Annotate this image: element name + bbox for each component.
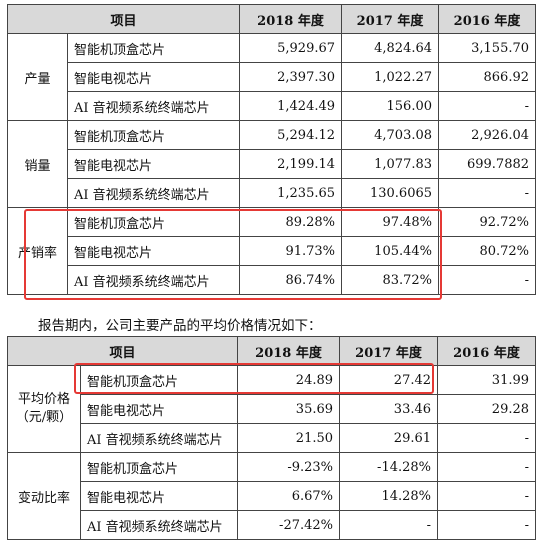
metric-label: 产销率 xyxy=(7,207,68,295)
value-2016: 31.99 xyxy=(437,365,537,395)
product-name: 智能电视芯片 xyxy=(66,62,241,92)
table-row: AI 音视频系统终端芯片 1,235.65 130.6065 - xyxy=(8,178,537,208)
product-name: 智能电视芯片 xyxy=(79,481,239,511)
value-2016: - xyxy=(437,510,537,540)
table-row: AI 音视频系统终端芯片 1,424.49 156.00 - xyxy=(8,91,537,121)
product-name: 智能电视芯片 xyxy=(66,236,241,266)
value-2018: 1,424.49 xyxy=(239,91,343,121)
value-2016: 2,926.04 xyxy=(438,120,537,150)
product-name: AI 音视频系统终端芯片 xyxy=(66,265,241,295)
table-row: 智能电视芯片 6.67% 14.28% - xyxy=(8,481,537,511)
value-2018: 91.73% xyxy=(239,236,343,266)
metric-label: 销量 xyxy=(7,120,68,208)
value-2017: 130.6065 xyxy=(341,178,440,208)
table-row: 平均价格 （元/颗） 智能机顶盒芯片 24.89 27.42 31.99 xyxy=(7,365,537,453)
value-2017: 83.72% xyxy=(341,265,440,295)
table-row: 智能电视芯片 2,199.14 1,077.83 699.7882 xyxy=(8,149,537,179)
value-2018: 86.74% xyxy=(239,265,343,295)
value-2018: 24.89 xyxy=(237,365,341,395)
table-row: 变动比率 智能机顶盒芯片 -9.23% -14.28% - xyxy=(7,452,537,540)
value-2017: 27.42 xyxy=(339,365,439,395)
product-name: 智能机顶盒芯片 xyxy=(66,33,241,63)
value-2018: -9.23% xyxy=(237,452,341,482)
table-row: AI 音视频系统终端芯片 -27.42% - - xyxy=(8,510,537,540)
value-2018: 5,929.67 xyxy=(239,33,343,63)
value-2016: 29.28 xyxy=(437,394,537,424)
value-2016: 3,155.70 xyxy=(438,33,537,63)
metric-label-line2: （元/颗） xyxy=(15,410,73,425)
metric-label: 变动比率 xyxy=(7,452,81,540)
value-2016: 866.92 xyxy=(438,62,537,92)
header-2018: 2018 年度 xyxy=(237,336,341,366)
value-2016: - xyxy=(437,452,537,482)
value-2016: - xyxy=(437,481,537,511)
product-name: AI 音视频系统终端芯片 xyxy=(79,423,239,453)
product-name: 智能机顶盒芯片 xyxy=(66,120,241,150)
header-2016: 2016 年度 xyxy=(437,336,537,366)
table-row: 产销率 智能机顶盒芯片 89.28% 97.48% 92.72% xyxy=(7,207,537,295)
value-2018: 6.67% xyxy=(237,481,341,511)
value-2016: 92.72% xyxy=(438,207,537,237)
header-item: 项目 xyxy=(6,4,241,34)
header-item: 项目 xyxy=(6,336,239,366)
metric-label-line1: 平均价格 xyxy=(17,392,70,407)
value-2017: 14.28% xyxy=(339,481,439,511)
average-price-table: 项目 2018 年度 2017 年度 2016 年度 平均价格 （元/颗） 智能… xyxy=(6,336,537,540)
product-name: 智能机顶盒芯片 xyxy=(66,207,241,237)
table-row: 智能电视芯片 35.69 33.46 29.28 xyxy=(8,394,537,424)
table-row: 智能电视芯片 91.73% 105.44% 80.72% xyxy=(8,236,537,266)
value-2017: -14.28% xyxy=(339,452,439,482)
product-name: AI 音视频系统终端芯片 xyxy=(66,91,241,121)
product-name: AI 音视频系统终端芯片 xyxy=(79,510,239,540)
value-2018: 2,397.30 xyxy=(239,62,343,92)
value-2017: - xyxy=(339,510,439,540)
value-2017: 1,022.27 xyxy=(341,62,440,92)
value-2016: 80.72% xyxy=(438,236,537,266)
product-name: 智能机顶盒芯片 xyxy=(79,452,239,482)
header-2017: 2017 年度 xyxy=(339,336,439,366)
product-name: AI 音视频系统终端芯片 xyxy=(66,178,241,208)
table-header-row: 项目 2018 年度 2017 年度 2016 年度 xyxy=(6,4,537,34)
product-name: 智能电视芯片 xyxy=(66,149,241,179)
value-2018: 2,199.14 xyxy=(239,149,343,179)
product-name: 智能机顶盒芯片 xyxy=(79,365,239,395)
value-2017: 1,077.83 xyxy=(341,149,440,179)
metric-label: 产量 xyxy=(7,33,68,121)
value-2017: 29.61 xyxy=(339,423,439,453)
product-name: 智能电视芯片 xyxy=(79,394,239,424)
intro-sentence: 报告期内，公司主要产品的平均价格情况如下： xyxy=(38,318,322,334)
value-2017: 97.48% xyxy=(341,207,440,237)
value-2017: 4,703.08 xyxy=(341,120,440,150)
table-row: AI 音视频系统终端芯片 21.50 29.61 - xyxy=(8,423,537,453)
value-2016: - xyxy=(438,265,537,295)
value-2018: 5,294.12 xyxy=(239,120,343,150)
production-sales-table: 项目 2018 年度 2017 年度 2016 年度 产量 智能机顶盒芯片 5,… xyxy=(6,4,537,295)
value-2017: 105.44% xyxy=(341,236,440,266)
value-2017: 156.00 xyxy=(341,91,440,121)
value-2016: - xyxy=(438,178,537,208)
value-2017: 33.46 xyxy=(339,394,439,424)
value-2018: 89.28% xyxy=(239,207,343,237)
table-row: 销量 智能机顶盒芯片 5,294.12 4,703.08 2,926.04 xyxy=(7,120,537,208)
value-2018: 1,235.65 xyxy=(239,178,343,208)
header-2016: 2016 年度 xyxy=(438,4,537,34)
header-2017: 2017 年度 xyxy=(341,4,440,34)
value-2016: - xyxy=(437,423,537,453)
value-2016: - xyxy=(438,91,537,121)
value-2018: 35.69 xyxy=(237,394,341,424)
table-row: 产量 智能机顶盒芯片 5,929.67 4,824.64 3,155.70 xyxy=(7,33,537,121)
value-2017: 4,824.64 xyxy=(341,33,440,63)
metric-label: 平均价格 （元/颗） xyxy=(7,365,81,453)
header-2018: 2018 年度 xyxy=(239,4,343,34)
value-2018: -27.42% xyxy=(237,510,341,540)
table-header-row: 项目 2018 年度 2017 年度 2016 年度 xyxy=(6,336,537,366)
value-2018: 21.50 xyxy=(237,423,341,453)
table-row: 智能电视芯片 2,397.30 1,022.27 866.92 xyxy=(8,62,537,92)
table-row: AI 音视频系统终端芯片 86.74% 83.72% - xyxy=(8,265,537,295)
value-2016: 699.7882 xyxy=(438,149,537,179)
